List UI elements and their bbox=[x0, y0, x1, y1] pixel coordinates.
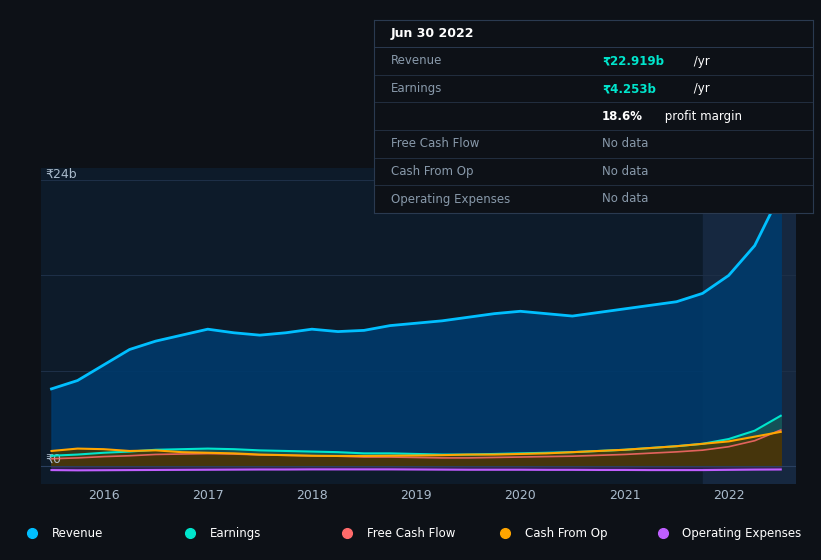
Text: Jun 30 2022: Jun 30 2022 bbox=[391, 27, 475, 40]
Text: No data: No data bbox=[602, 137, 649, 150]
Text: 2021: 2021 bbox=[608, 489, 640, 502]
Text: /yr: /yr bbox=[690, 54, 709, 68]
Text: Earnings: Earnings bbox=[391, 82, 443, 95]
Text: /yr: /yr bbox=[690, 82, 709, 95]
Text: ₹0: ₹0 bbox=[45, 454, 61, 466]
Text: Cash From Op: Cash From Op bbox=[391, 165, 474, 178]
Text: 2022: 2022 bbox=[713, 489, 745, 502]
Text: No data: No data bbox=[602, 165, 649, 178]
Text: ₹4.253b: ₹4.253b bbox=[602, 82, 656, 95]
Text: 2019: 2019 bbox=[401, 489, 432, 502]
Text: Revenue: Revenue bbox=[52, 527, 103, 540]
Bar bbox=[703, 168, 796, 484]
Text: Revenue: Revenue bbox=[391, 54, 443, 68]
Text: Earnings: Earnings bbox=[209, 527, 261, 540]
Text: ₹24b: ₹24b bbox=[45, 168, 76, 181]
Text: No data: No data bbox=[602, 193, 649, 206]
Text: Operating Expenses: Operating Expenses bbox=[391, 193, 511, 206]
Text: 2016: 2016 bbox=[88, 489, 119, 502]
Text: 2020: 2020 bbox=[504, 489, 536, 502]
Text: 2018: 2018 bbox=[296, 489, 328, 502]
Text: 2017: 2017 bbox=[192, 489, 223, 502]
Text: Operating Expenses: Operating Expenses bbox=[682, 527, 801, 540]
Text: Cash From Op: Cash From Op bbox=[525, 527, 608, 540]
Text: ₹22.919b: ₹22.919b bbox=[602, 54, 664, 68]
Text: 18.6%: 18.6% bbox=[602, 110, 643, 123]
Text: profit margin: profit margin bbox=[661, 110, 742, 123]
Text: Free Cash Flow: Free Cash Flow bbox=[367, 527, 456, 540]
Text: Free Cash Flow: Free Cash Flow bbox=[391, 137, 479, 150]
